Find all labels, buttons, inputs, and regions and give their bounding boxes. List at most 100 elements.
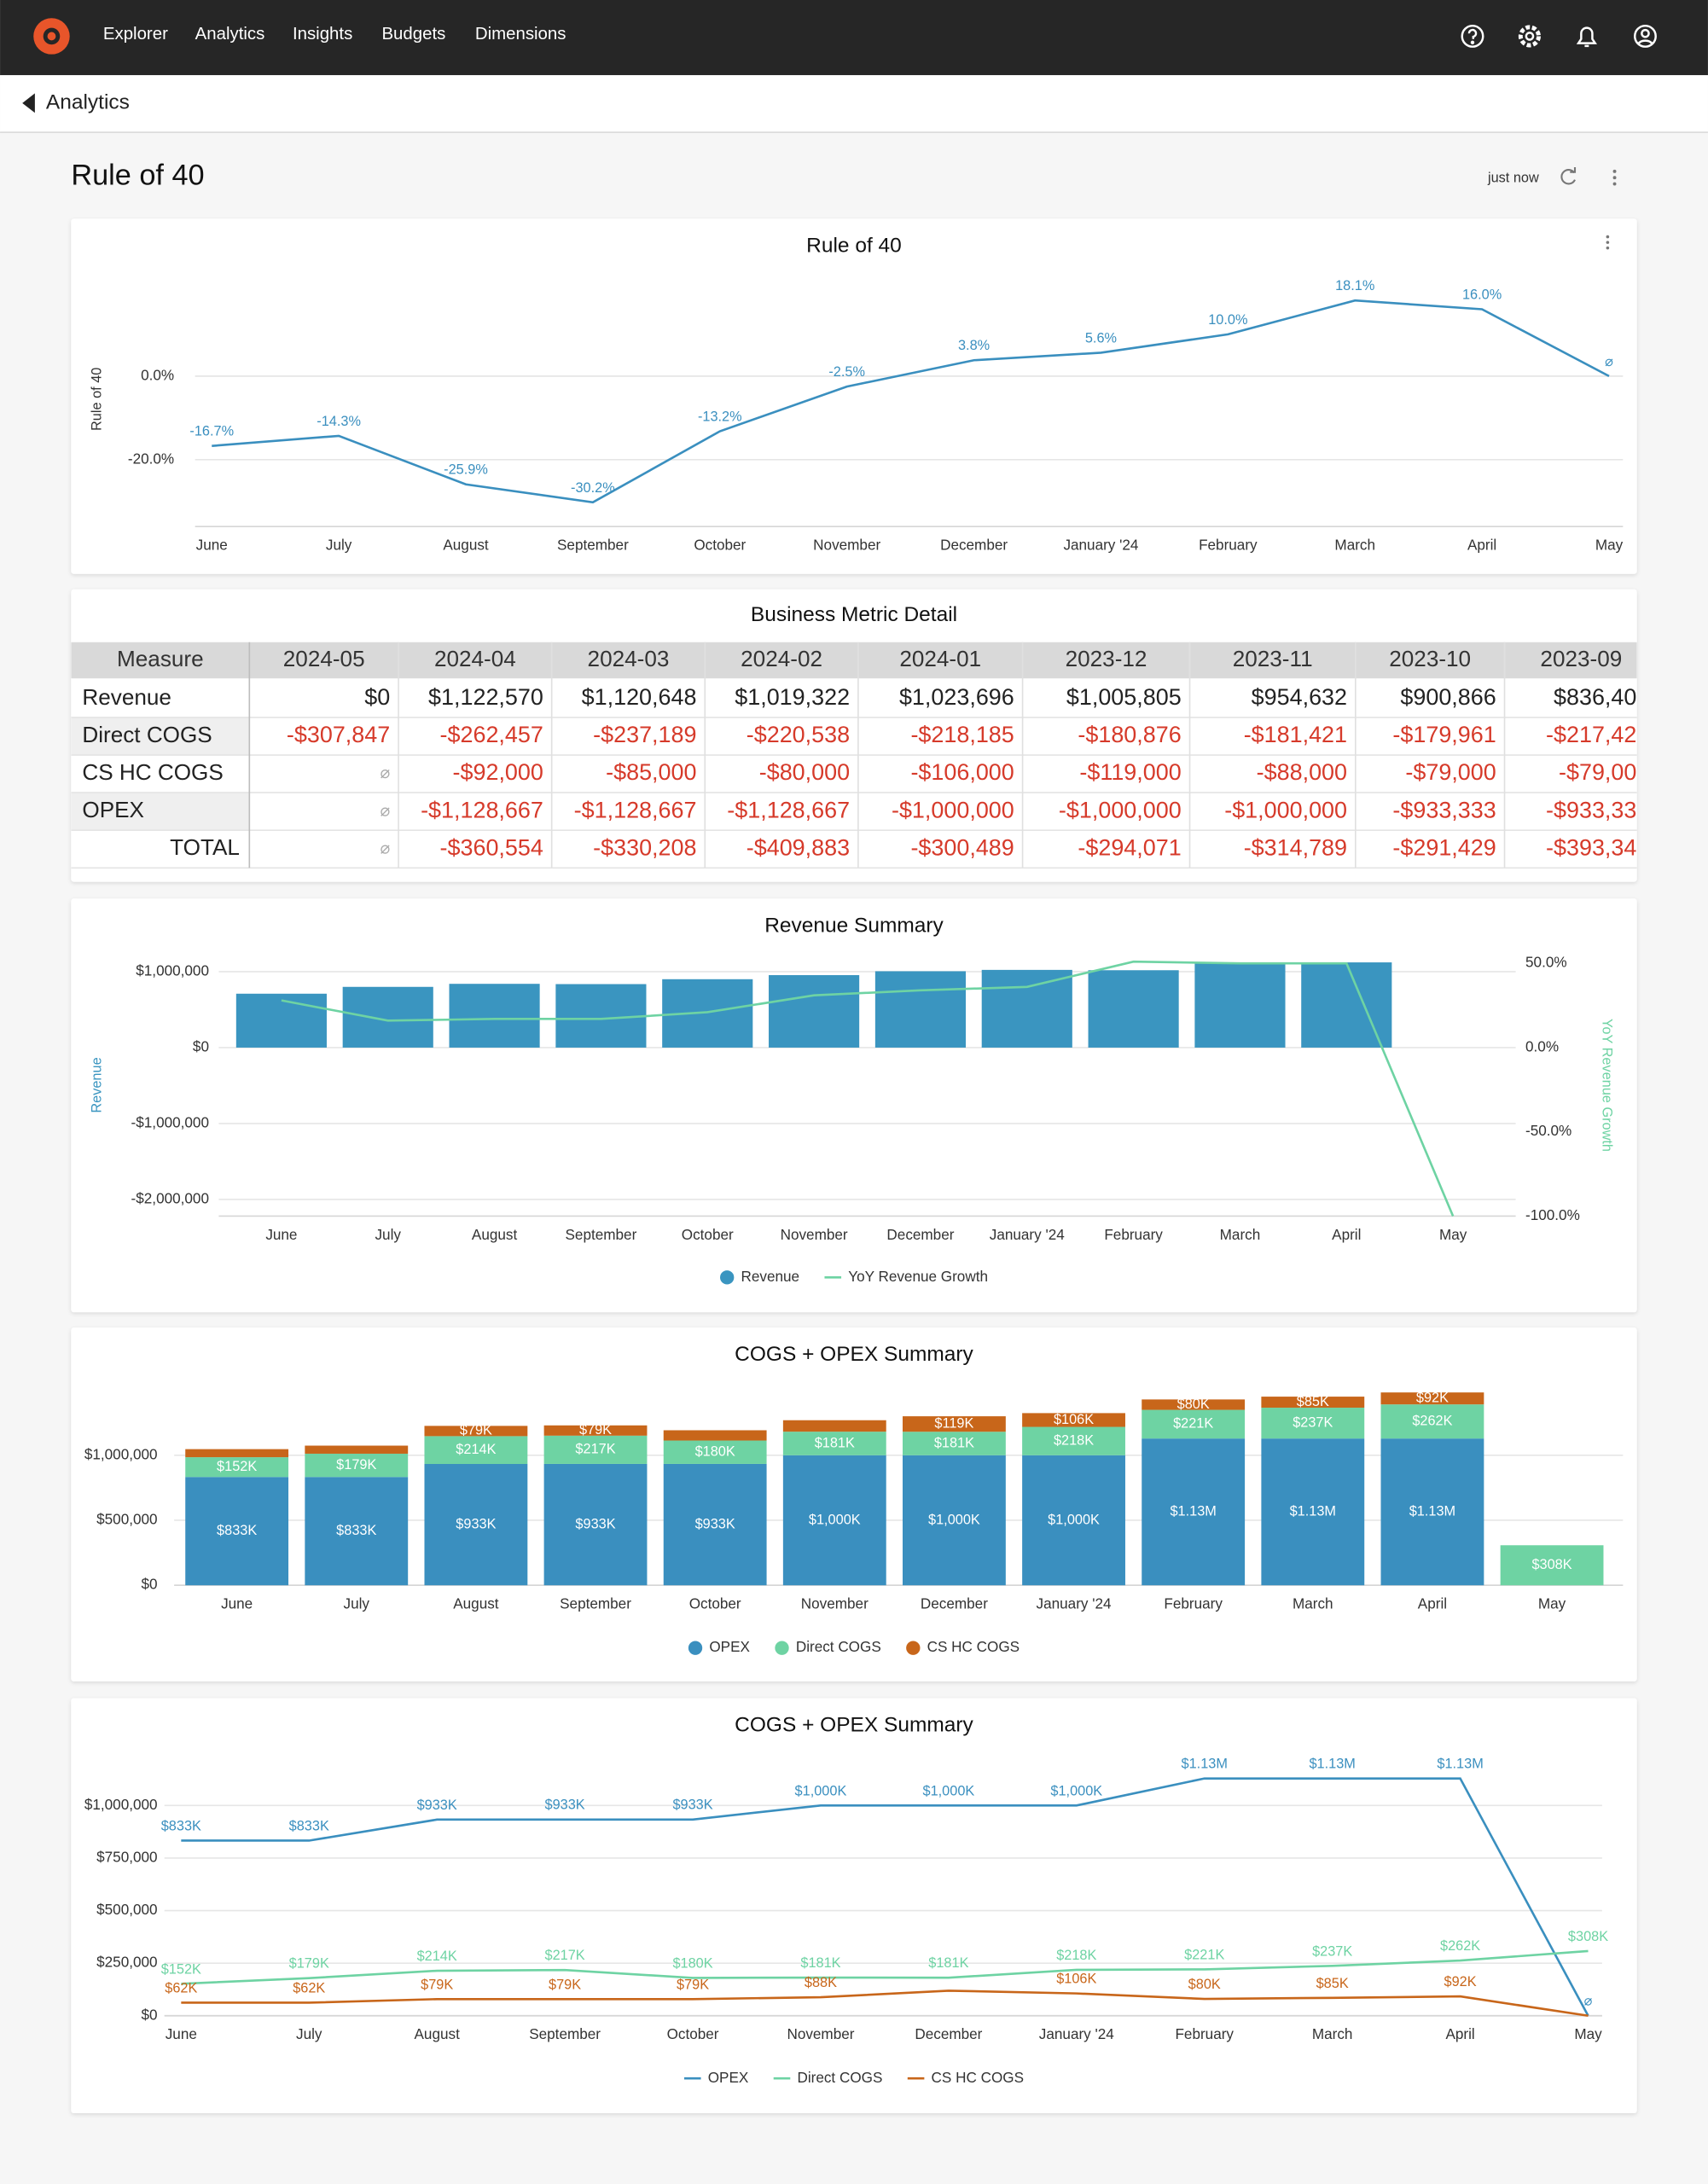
line [181,1989,1589,2018]
logo[interactable] [33,18,70,55]
data-label: $85K [1297,1394,1329,1409]
bar [1301,962,1392,1048]
bar-segment [543,1425,648,1436]
chart-menu[interactable] [1606,246,1610,250]
breadcrumb-bar [0,75,1708,133]
data-label: $79K [549,1977,581,1992]
data-label: $933K [545,1798,585,1813]
x-tick-label: June [196,537,228,554]
cell: -$106,000 [910,759,1014,785]
x-tick-label: January '24 [1037,1595,1112,1612]
cell: -$79,000 [1559,759,1649,785]
data-label: $179K [336,1457,376,1472]
data-label: $1,000K [928,1512,980,1527]
legend-label[interactable]: CS HC COGS [927,1638,1020,1655]
cell: $0 [364,684,390,710]
bar [1088,970,1179,1048]
row-header: Direct COGS [82,722,212,747]
data-label: $1,000K [922,1783,974,1798]
y-tick-label: -50.0% [1525,1122,1571,1139]
card [71,898,1637,1313]
help-icon[interactable] [1461,24,1484,48]
x-tick-label: April [1467,537,1496,554]
cell: -$314,789 [1244,834,1347,860]
line [281,960,1455,1217]
bar-segment [1022,1413,1125,1427]
x-tick-label: November [781,1226,848,1243]
table-header [71,642,1637,679]
chart-menu[interactable] [1606,241,1610,244]
chart-title: COGS + OPEX Summary [735,1343,973,1366]
user-icon[interactable] [1633,24,1657,48]
row-header: TOTAL [170,834,240,860]
y-tick-label: $1,000,000 [136,962,209,979]
back-arrow[interactable] [22,93,35,113]
legend-label[interactable]: Direct COGS [796,1638,881,1655]
legend: OPEX Direct COGS CS HC COGS [688,1638,1020,1655]
x-tick-label: April [1418,1595,1447,1612]
nav-item[interactable]: Dimensions [475,25,566,44]
legend: Revenue YoY Revenue Growth [720,1268,988,1285]
data-label: $80K [1177,1397,1210,1412]
data-label: $179K [289,1956,329,1972]
bar-segment [305,1445,409,1454]
table-title: Business Metric Detail [751,603,957,626]
cell: -$1,128,667 [727,797,850,822]
column-header: 2024-05 [283,646,365,671]
bar-segment [185,1457,289,1478]
chart-menu[interactable] [1606,235,1610,239]
nav-item[interactable]: Analytics [195,25,265,44]
data-label: $933K [672,1798,712,1813]
cell: -$237,189 [593,722,696,747]
cell: -$1,128,667 [574,797,697,822]
bar-segment [1022,1426,1125,1455]
x-tick-label: July [326,537,352,554]
column-header: 2023-12 [1066,646,1147,671]
x-tick-label: July [296,2025,322,2042]
data-label: $62K [293,1980,325,1995]
data-label: $106K [1054,1412,1094,1427]
cell: $1,122,570 [428,684,543,710]
legend-label[interactable]: YoY Revenue Growth [848,1268,988,1285]
legend-label[interactable]: Revenue [741,1268,800,1285]
nav-item[interactable]: Budgets [381,25,445,44]
legend-label[interactable]: OPEX [709,1638,750,1655]
page-menu[interactable] [1612,169,1617,186]
legend-label[interactable]: OPEX [708,2069,749,2086]
data-label: -2.5% [828,364,865,380]
nav-item[interactable]: Explorer [103,25,168,44]
bar-segment [424,1426,528,1437]
notifications-icon[interactable] [1576,26,1597,48]
y-tick-label: $750,000 [96,1848,157,1865]
data-label: $1.13M [1437,1757,1483,1772]
bar-segment [305,1453,409,1478]
y-axis-title: Revenue [90,1057,105,1112]
cell: -$1,000,000 [1059,797,1182,822]
x-tick-label: November [813,537,880,554]
y-tick-label: -100.0% [1525,1206,1580,1223]
data-label: $833K [336,1523,376,1538]
legend-label[interactable]: CS HC COGS [932,2069,1024,2086]
x-tick-label: October [667,2025,719,2042]
data-label: $1.13M [1409,1504,1455,1519]
x-tick-label: May [1538,1595,1566,1612]
x-tick-label: July [344,1595,370,1612]
breadcrumb[interactable]: Analytics [46,90,130,113]
data-label: $181K [934,1435,974,1450]
data-label: $833K [289,1818,329,1833]
data-label: $933K [456,1516,496,1531]
bar-segment [1142,1438,1246,1586]
y-tick-label: $500,000 [96,1511,157,1528]
refresh-icon[interactable] [1560,166,1577,185]
legend-label[interactable]: Direct COGS [797,2069,882,2086]
y-tick-label: $1,000,000 [84,1796,158,1813]
cell: -$393,348 [1546,834,1649,860]
data-label: $262K [1440,1938,1480,1954]
data-label: $217K [575,1442,615,1457]
nav-item[interactable]: Insights [293,25,352,44]
bar-segment [782,1432,886,1455]
x-tick-label: March [1334,537,1375,554]
cell: -$360,554 [440,834,543,860]
x-tick-label: August [415,2025,461,2042]
